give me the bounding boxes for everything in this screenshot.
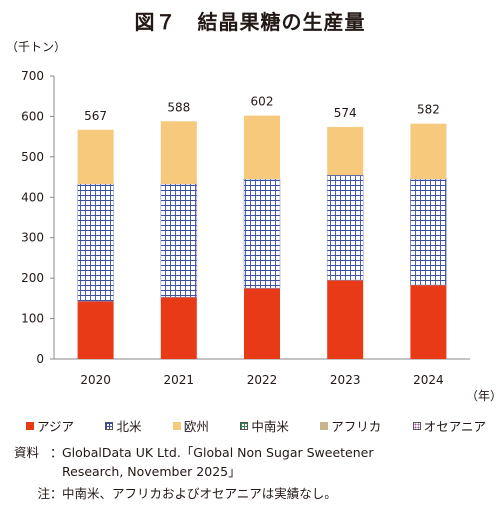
note-colon: ： bbox=[50, 486, 63, 501]
bar-total-label: 567 bbox=[84, 109, 107, 123]
legend-item: 北米 bbox=[105, 416, 141, 435]
bar-total-label: 582 bbox=[417, 103, 440, 117]
legend-swatch bbox=[240, 421, 249, 430]
bar-segment bbox=[410, 285, 447, 359]
bar-segment bbox=[77, 129, 114, 184]
y-axis-unit-label: （千トン） bbox=[6, 40, 67, 54]
bar-segment bbox=[327, 126, 364, 176]
bar-segment bbox=[410, 123, 447, 180]
bar-segment bbox=[77, 183, 114, 302]
source-text-line2: Research, November 2025」 bbox=[62, 464, 241, 479]
legend-swatch bbox=[105, 421, 114, 430]
legend: アジア 北米 欧州 中南米 アフリカ オセアニア bbox=[26, 416, 486, 435]
legend-swatch bbox=[26, 421, 34, 430]
source-text-line1: GlobalData UK Ltd.「Global Non Sugar Swee… bbox=[62, 445, 374, 460]
legend-item: オセアニア bbox=[412, 416, 486, 435]
legend-label: 中南米 bbox=[251, 419, 289, 434]
x-tick-label: 2024 bbox=[413, 373, 444, 387]
y-tick-label: 700 bbox=[21, 69, 44, 83]
x-tick-label: 2021 bbox=[164, 373, 195, 387]
y-tick-label: 400 bbox=[21, 190, 44, 204]
y-tick-label: 300 bbox=[21, 231, 44, 245]
stacked-bar-chart: 0 100 200 300 400 500 600 700 567 2020 588 2021 602 2… bbox=[21, 69, 470, 387]
legend-item: 中南米 bbox=[240, 416, 289, 435]
source-block: 資料 ： GlobalData UK Ltd.「Global Non Sugar… bbox=[14, 443, 498, 503]
bar-segment bbox=[160, 183, 198, 298]
bar-segment bbox=[160, 297, 197, 359]
bar-total-label: 588 bbox=[167, 100, 190, 114]
y-tick-label: 200 bbox=[21, 271, 44, 285]
source-colon: ： bbox=[50, 445, 63, 460]
y-tick-label: 0 bbox=[36, 352, 44, 366]
legend-label: アフリカ bbox=[331, 419, 382, 434]
legend-label: 北米 bbox=[116, 419, 142, 434]
bar-segment bbox=[244, 288, 280, 359]
legend-swatch bbox=[412, 421, 421, 430]
legend-label: アジア bbox=[37, 419, 75, 434]
legend-swatch bbox=[320, 421, 329, 430]
note-label: 注 bbox=[37, 486, 50, 501]
bar-segment bbox=[77, 301, 114, 359]
bar-segment bbox=[327, 280, 364, 359]
bar-segment bbox=[244, 115, 280, 180]
source-label: 資料 bbox=[14, 445, 40, 460]
legend-label: 欧州 bbox=[183, 419, 209, 434]
y-tick-label: 100 bbox=[21, 312, 44, 326]
x-axis-unit-label: （年） bbox=[466, 389, 500, 403]
legend-swatch bbox=[172, 421, 181, 430]
bar-total-label: 602 bbox=[251, 95, 274, 109]
bar-segment bbox=[243, 178, 281, 289]
x-tick-label: 2022 bbox=[247, 373, 278, 387]
bar-segment bbox=[410, 178, 447, 286]
y-tick-label: 500 bbox=[21, 150, 44, 164]
x-tick-label: 2023 bbox=[330, 373, 361, 387]
y-tick-label: 600 bbox=[21, 109, 44, 123]
legend-item: アジア bbox=[26, 416, 74, 435]
legend-item: 欧州 bbox=[172, 416, 209, 435]
bar-segment bbox=[160, 121, 197, 184]
x-tick-label: 2020 bbox=[80, 373, 111, 387]
legend-item: アフリカ bbox=[320, 416, 381, 435]
note-text: 中南米、アフリカおよびオセアニアは実績なし。 bbox=[62, 486, 337, 501]
chart-title: 図７ 結晶果糖の生産量 bbox=[134, 10, 366, 34]
legend-label: オセアニア bbox=[423, 419, 486, 434]
bar-segment bbox=[326, 174, 364, 281]
bar-total-label: 574 bbox=[334, 106, 357, 120]
